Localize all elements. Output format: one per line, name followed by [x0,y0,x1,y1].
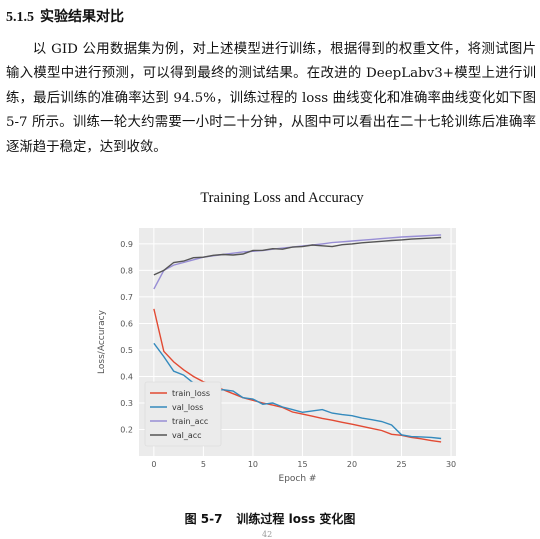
x-axis-label: Epoch # [279,474,317,484]
x-tick-label: 20 [347,460,357,469]
y-tick-label: 0.7 [120,293,133,302]
legend-label: val_loss [172,403,203,412]
x-tick-label: 15 [297,460,307,469]
section-number: 5.1.5 [6,10,34,25]
x-tick-label: 25 [396,460,406,469]
x-tick-label: 0 [151,460,156,469]
legend-label: train_acc [172,417,208,426]
figure-caption: 图 5-7 训练过程 loss 变化图 [0,510,540,527]
y-tick-label: 0.4 [120,372,133,381]
y-tick-label: 0.2 [120,425,133,434]
chart-title: Training Loss and Accuracy [200,190,364,206]
y-axis-label: Loss/Accuracy [97,309,107,374]
legend-label: val_acc [172,431,202,440]
page-number: 42 [262,530,273,539]
y-tick-label: 0.8 [120,266,133,275]
series-line-val-acc [153,236,442,276]
figure-chart: Training Loss and Accuracy 0.2 0.3 0.4 0.5 0… [92,190,472,500]
y-tick-label: 0.6 [120,319,133,328]
figure-number: 图 5-7 [184,512,223,526]
x-tick-label: 10 [248,460,258,469]
y-tick-label: 0.3 [120,399,133,408]
series-line-train-loss [153,308,442,443]
x-tick-label: 5 [201,460,206,469]
body-paragraph: 以 GID 公用数据集为例，对上述模型进行训练，根据得到的权重文件，将测试图片输… [6,38,536,160]
figure-caption-text: 训练过程 loss 变化图 [236,512,356,526]
y-tick-label: 0.9 [120,240,133,249]
legend-box [144,381,222,447]
section-title: 实验结果对比 [40,9,124,25]
legend-label: train_loss [172,389,210,398]
y-tick-label: 0.5 [120,346,133,355]
x-tick-label: 30 [446,460,456,469]
section-heading: 5.1.5 实验结果对比 [6,6,124,26]
loss-accuracy-chart: 0.2 0.3 0.4 0.5 0.6 0.7 0.8 0.9 0 5 10 15 20 25 30 Epoc… [97,228,456,484]
paragraph-text: 以 GID 公用数据集为例，对上述模型进行训练，根据得到的权重文件，将测试图片输… [6,42,536,155]
